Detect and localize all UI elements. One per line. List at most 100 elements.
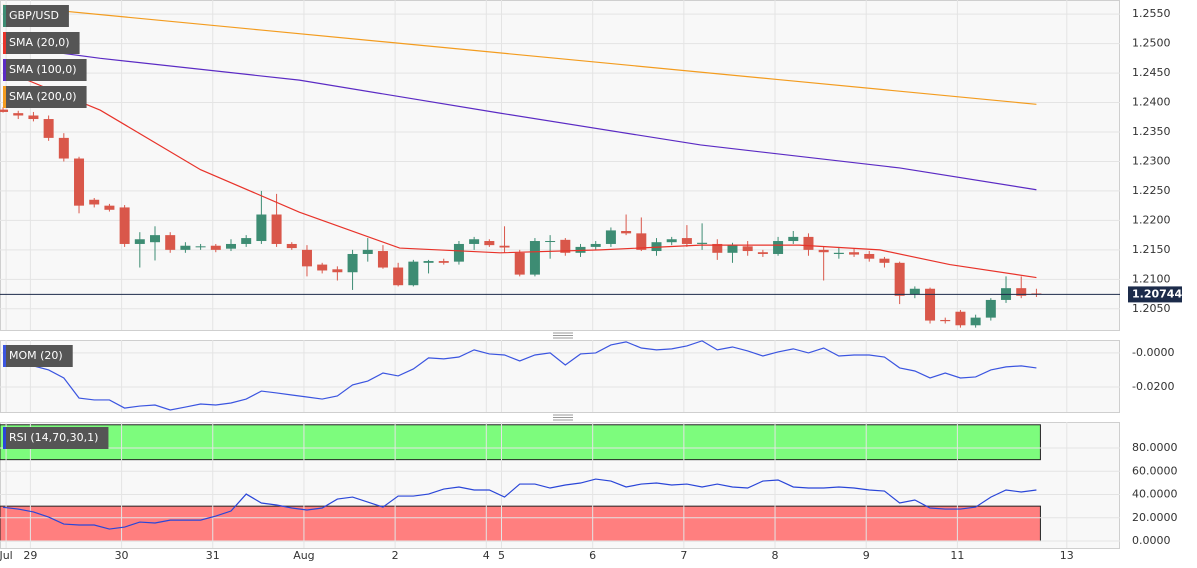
candle-body (119, 207, 130, 244)
legend-box (3, 59, 87, 81)
candle-body (393, 267, 404, 286)
candle-body (681, 238, 692, 244)
panel-handle[interactable] (553, 414, 573, 421)
legend-box (3, 5, 69, 27)
candle-body (241, 238, 252, 244)
legend-swatch (3, 345, 6, 367)
candle-body (879, 258, 890, 263)
candle-body (423, 261, 434, 263)
series-line (2, 69, 1037, 279)
candle-body (697, 242, 708, 244)
candle-body (773, 241, 784, 254)
candle-body (104, 205, 115, 210)
x-tick-label: 9 (863, 549, 870, 562)
candle-body (849, 252, 860, 255)
y-tick-label: 1.2400 (1132, 96, 1171, 109)
y-tick-label: -0.0200 (1132, 380, 1174, 393)
candle-body (757, 252, 768, 254)
candle-body (712, 243, 723, 253)
rsi-band (0, 424, 1041, 461)
candle-body (438, 261, 449, 263)
candle-body (499, 245, 510, 248)
candle-body (833, 252, 844, 254)
y-tick-label: 1.2100 (1132, 272, 1171, 285)
x-tick-label: 13 (1060, 549, 1074, 562)
candle-body (818, 249, 829, 253)
y-tick-label: 1.2500 (1132, 37, 1171, 50)
candle-body (803, 236, 814, 250)
candle-body (621, 231, 632, 234)
candle-body (256, 214, 267, 242)
candle-body (408, 261, 419, 286)
legend-box (3, 427, 109, 449)
candle-body (28, 115, 39, 120)
legend-label: GBP/USD (9, 9, 59, 22)
series-line (2, 44, 1037, 191)
legend-label: SMA (20,0) (9, 36, 70, 49)
last-price-box (1128, 286, 1182, 303)
x-tick-label: 31 (206, 549, 220, 562)
price-panel (0, 0, 1120, 331)
legend-item: SMA (20,0) (3, 32, 80, 54)
candle-body (955, 311, 966, 326)
legend-box (3, 345, 73, 367)
candle-body (940, 319, 951, 322)
y-tick-label: 20.0000 (1132, 511, 1178, 524)
candle-body (453, 243, 464, 262)
candle-body (150, 235, 161, 243)
last-price-label: 1.20744 (1132, 287, 1182, 300)
y-tick-label: -0.0000 (1132, 346, 1174, 359)
candle-body (742, 246, 753, 252)
y-tick-label: 1.2050 (1132, 302, 1171, 315)
candle-body (590, 243, 601, 247)
plot-area (0, 0, 1120, 330)
legend-swatch (3, 59, 6, 81)
plot-area (0, 422, 1120, 548)
y-tick-label: 1.2150 (1132, 243, 1171, 256)
candle-body (605, 230, 616, 244)
series-line (2, 4, 1037, 105)
legend-swatch (3, 86, 6, 108)
y-tick-label: 1.2300 (1132, 154, 1171, 167)
legend-item: MOM (20) (3, 345, 73, 367)
x-tick-label: 29 (23, 549, 37, 562)
legend-swatch (3, 32, 6, 54)
candle-body (74, 158, 85, 206)
panel-handle[interactable] (553, 332, 573, 339)
candle-body (529, 241, 540, 275)
y-tick-label: 60.0000 (1132, 464, 1178, 477)
candle-body (271, 214, 282, 244)
y-tick-label: 1.2250 (1132, 184, 1171, 197)
candle-body (545, 241, 556, 243)
legend-swatch (3, 5, 6, 27)
candle-body (43, 119, 54, 138)
candle-body (89, 199, 100, 205)
legend-label: SMA (200,0) (9, 90, 77, 103)
candle-body (970, 317, 981, 326)
x-tick-label: 7 (680, 549, 687, 562)
candle-body (58, 137, 69, 159)
candle-body (225, 243, 236, 249)
candle-body (985, 299, 996, 318)
legend-swatch (3, 427, 6, 449)
candle-body (0, 109, 9, 112)
legend-item: GBP/USD (3, 5, 69, 27)
candle-body (362, 249, 373, 254)
legend-item: SMA (200,0) (3, 86, 87, 108)
candle-body (210, 245, 221, 250)
y-tick-label: 1.2450 (1132, 66, 1171, 79)
candle-body (332, 269, 343, 273)
candle-body (636, 233, 647, 250)
legend-item: RSI (14,70,30,1) (3, 427, 109, 449)
x-tick-label: 11 (950, 549, 964, 562)
y-tick-label: 1.2350 (1132, 125, 1171, 138)
rsi-band (0, 505, 1041, 542)
candle-body (301, 249, 312, 267)
candle-body (514, 252, 525, 275)
candle-body (666, 239, 677, 243)
candle-body (317, 264, 328, 271)
legend-box (3, 32, 80, 54)
mom-panel (0, 340, 1120, 413)
candle-body (165, 235, 176, 250)
y-tick-label: 0.0000 (1132, 534, 1171, 547)
